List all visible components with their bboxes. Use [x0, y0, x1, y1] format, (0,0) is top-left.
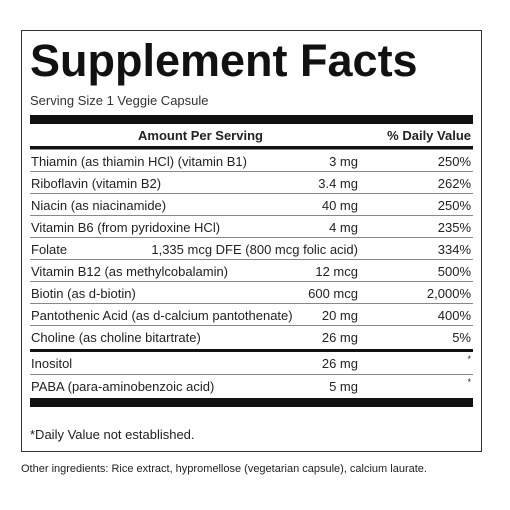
nutrient-name: Biotin (as d-biotin) [31, 286, 136, 301]
daily-value-not-established-mark: * [467, 354, 471, 364]
nutrient-name: Vitamin B12 (as methylcobalamin) [31, 264, 229, 279]
nutrient-row: Vitamin B12 (as methylcobalamin) 12 mcg … [30, 259, 473, 281]
nutrient-name: Choline (as choline bitartrate) [31, 330, 201, 345]
supplement-facts-panel: Supplement Facts Serving Size 1 Veggie C… [21, 30, 482, 452]
nutrient-name: PABA (para-aminobenzoic acid) [31, 379, 215, 394]
section-divider [30, 349, 473, 352]
nutrient-row: Biotin (as d-biotin) 600 mcg 2,000% [30, 281, 473, 303]
daily-value-not-established-mark: * [467, 377, 471, 387]
column-header: Amount Per Serving % Daily Value [30, 124, 473, 146]
serving-size: Serving Size 1 Veggie Capsule [30, 93, 209, 108]
thick-divider-top [30, 115, 473, 124]
nutrient-name: Vitamin B6 (from pyridoxine HCl) [31, 220, 221, 235]
nutrient-daily-value: 5% [452, 330, 471, 345]
nutrient-daily-value: 334% [437, 242, 471, 257]
nutrient-amount: 40 mg [321, 198, 358, 213]
nutrient-name: Niacin (as niacinamide) [31, 198, 167, 213]
nutrient-amount: 600 mcg [308, 286, 358, 301]
nutrient-amount: 1,335 mcg DFE (800 mcg folic acid) [151, 242, 358, 257]
thick-divider-bottom [30, 398, 473, 407]
nutrient-daily-value: 262% [437, 176, 471, 191]
nutrient-amount: 5 mg [329, 379, 358, 394]
nutrient-amount: 20 mg [321, 308, 358, 323]
nutrient-row: Folate 1,335 mcg DFE (800 mcg folic acid… [30, 237, 473, 259]
nutrient-name: Inositol [31, 356, 73, 371]
nutrient-name: Pantothenic Acid (as d-calcium pantothen… [31, 308, 293, 323]
nutrient-row: Choline (as choline bitartrate) 26 mg 5% [30, 325, 473, 347]
header-daily-value: % Daily Value [387, 128, 471, 143]
nutrient-daily-value: 250% [437, 198, 471, 213]
other-ingredients: Other ingredients: Rice extract, hyprome… [21, 463, 427, 475]
nutrient-amount: 26 mg [321, 356, 358, 371]
nutrient-daily-value: 400% [437, 308, 471, 323]
nutrient-amount: 26 mg [321, 330, 358, 345]
nutrient-row: Pantothenic Acid (as d-calcium pantothen… [30, 303, 473, 325]
nutrient-amount: 4 mg [329, 220, 358, 235]
header-amount-per-serving: Amount Per Serving [138, 128, 263, 143]
nutrient-row: Riboflavin (vitamin B2) 3.4 mg 262% [30, 171, 473, 193]
nutrient-row: Inositol 26 mg * [30, 352, 473, 374]
nutrient-name: Thiamin (as thiamin HCl) (vitamin B1) [31, 154, 247, 169]
nutrient-amount: 3 mg [329, 154, 358, 169]
footnote: *Daily Value not established. [30, 427, 195, 442]
nutrient-daily-value: 500% [437, 264, 471, 279]
panel-title: Supplement Facts [30, 35, 418, 86]
nutrient-row: Thiamin (as thiamin HCl) (vitamin B1) 3 … [30, 149, 473, 171]
nutrient-row: PABA (para-aminobenzoic acid) 5 mg * [30, 374, 473, 396]
nutrient-row: Niacin (as niacinamide) 40 mg 250% [30, 193, 473, 215]
header-divider [30, 146, 473, 149]
nutrient-daily-value: 2,000% [426, 286, 471, 301]
nutrient-amount: 3.4 mg [318, 176, 358, 191]
nutrient-name: Folate [31, 242, 68, 257]
nutrient-daily-value: 235% [437, 220, 471, 235]
nutrient-amount: 12 mcg [315, 264, 358, 279]
nutrient-daily-value: 250% [437, 154, 471, 169]
nutrient-row: Vitamin B6 (from pyridoxine HCl) 4 mg 23… [30, 215, 473, 237]
nutrient-name: Riboflavin (vitamin B2) [31, 176, 162, 191]
